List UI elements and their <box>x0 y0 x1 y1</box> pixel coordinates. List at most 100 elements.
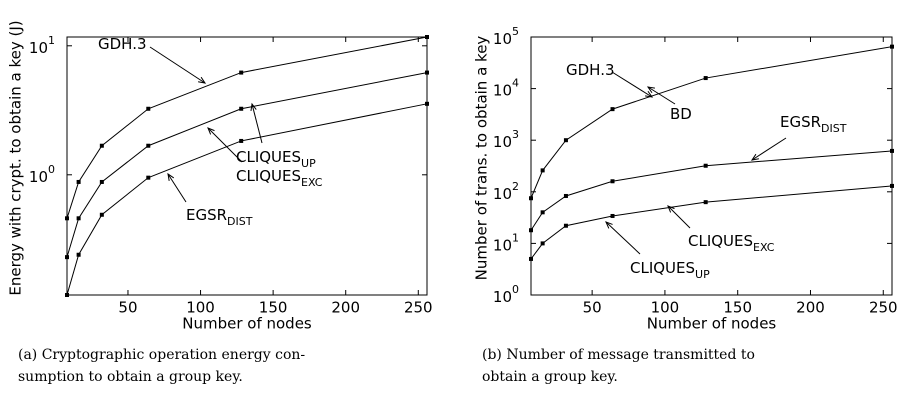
point <box>65 293 69 297</box>
point <box>76 252 81 257</box>
arrow-shaft <box>751 137 787 161</box>
point <box>425 35 429 39</box>
y-tick-label: 105 <box>493 25 519 48</box>
point <box>99 143 104 148</box>
point <box>540 210 545 215</box>
x-tick-label: 50 <box>118 299 137 317</box>
annotation: CLIQUESEXC <box>236 167 323 190</box>
x-tick-label: 150 <box>259 299 288 317</box>
annotation-text: EGSR <box>780 113 821 131</box>
y-tick-label: 101 <box>29 34 55 57</box>
point <box>563 138 568 143</box>
point <box>890 183 894 188</box>
point <box>703 200 708 205</box>
arrow-head <box>167 172 175 181</box>
y-tick-label: 104 <box>493 77 519 100</box>
point <box>146 106 151 111</box>
x-axis-label: Number of nodes <box>647 315 777 333</box>
point <box>425 70 429 75</box>
arrow-shaft <box>611 71 653 98</box>
point <box>610 213 615 218</box>
point <box>65 255 69 260</box>
arrow-shaft <box>207 127 243 163</box>
annotation-sub: DIST <box>227 215 253 228</box>
y-tick-label: 102 <box>493 180 519 203</box>
tick-base: 10 <box>493 133 512 151</box>
point <box>146 175 151 180</box>
tick-exponent: 0 <box>48 163 55 176</box>
annotation: CLIQUESEXC <box>688 232 775 255</box>
annotation: GDH.3 <box>566 61 615 79</box>
arrow-head <box>646 86 655 94</box>
point <box>99 179 104 184</box>
annotation: BD <box>670 105 692 123</box>
y-tick-label: 103 <box>493 128 519 151</box>
annotation-text: BD <box>670 105 692 123</box>
arrow-shaft <box>667 205 691 229</box>
x-tick-label: 100 <box>651 299 680 317</box>
arrow-shaft <box>647 86 676 105</box>
arrow-head <box>198 76 207 84</box>
plot-frame <box>66 36 428 296</box>
point <box>540 168 545 173</box>
series-line <box>66 103 428 296</box>
annotation-text: EGSR <box>186 206 227 224</box>
arrow-head <box>645 90 654 98</box>
arrow-head <box>750 153 759 161</box>
tick-exponent: 4 <box>512 77 519 90</box>
annotation-text: CLIQUES <box>236 148 301 166</box>
point <box>146 143 151 148</box>
annotation-text: CLIQUES <box>688 232 753 250</box>
series-line <box>66 36 428 219</box>
arrow-head <box>207 127 215 135</box>
point <box>703 76 708 81</box>
point <box>563 223 568 228</box>
annotation: EGSRDIST <box>780 113 847 136</box>
arrow-head <box>667 205 675 213</box>
tick-exponent: 5 <box>512 25 519 38</box>
series-line <box>530 46 893 199</box>
plot-frame <box>530 36 893 296</box>
point <box>529 228 533 233</box>
x-tick-label: 100 <box>186 299 215 317</box>
point <box>563 193 568 198</box>
x-tick-label: 250 <box>404 299 433 317</box>
tick-base: 10 <box>493 30 512 48</box>
point <box>239 138 244 143</box>
arrow-shaft <box>251 103 263 144</box>
tick-exponent: 0 <box>512 283 519 296</box>
x-tick-label: 250 <box>869 299 898 317</box>
point <box>239 70 244 75</box>
arrow-head <box>605 221 613 229</box>
y-tick-label: 100 <box>493 283 519 306</box>
tick-base: 10 <box>493 81 512 99</box>
y-axis-label: Number of trans. to obtain a key <box>473 36 491 281</box>
annotation-text: CLIQUES <box>630 259 695 277</box>
annotation-sub: UP <box>695 268 710 281</box>
series-line <box>530 185 893 260</box>
annotation-sub: UP <box>301 157 316 170</box>
x-axis-label: Number of nodes <box>182 315 312 333</box>
annotation: CLIQUESUP <box>630 259 710 282</box>
tick-base: 10 <box>29 167 48 185</box>
point <box>610 179 615 184</box>
tick-base: 10 <box>493 236 512 254</box>
annotation-sub: DIST <box>821 122 847 135</box>
arrow-shaft <box>167 173 187 203</box>
point <box>65 216 69 221</box>
arrow-shaft <box>149 46 206 84</box>
point <box>529 256 533 261</box>
arrow-head <box>250 102 257 111</box>
point <box>610 107 615 112</box>
y-axis-label: Energy with crypt. to obtain a key (J) <box>7 20 25 295</box>
tick-base: 10 <box>29 38 48 56</box>
annotation: EGSRDIST <box>186 206 253 229</box>
y-tick-label: 101 <box>493 231 519 254</box>
point <box>76 216 81 221</box>
caption: (b) Number of message transmitted to <box>482 347 755 363</box>
point <box>703 163 708 168</box>
point <box>99 212 104 217</box>
annotation-sub: EXC <box>301 176 323 189</box>
point <box>540 241 545 246</box>
